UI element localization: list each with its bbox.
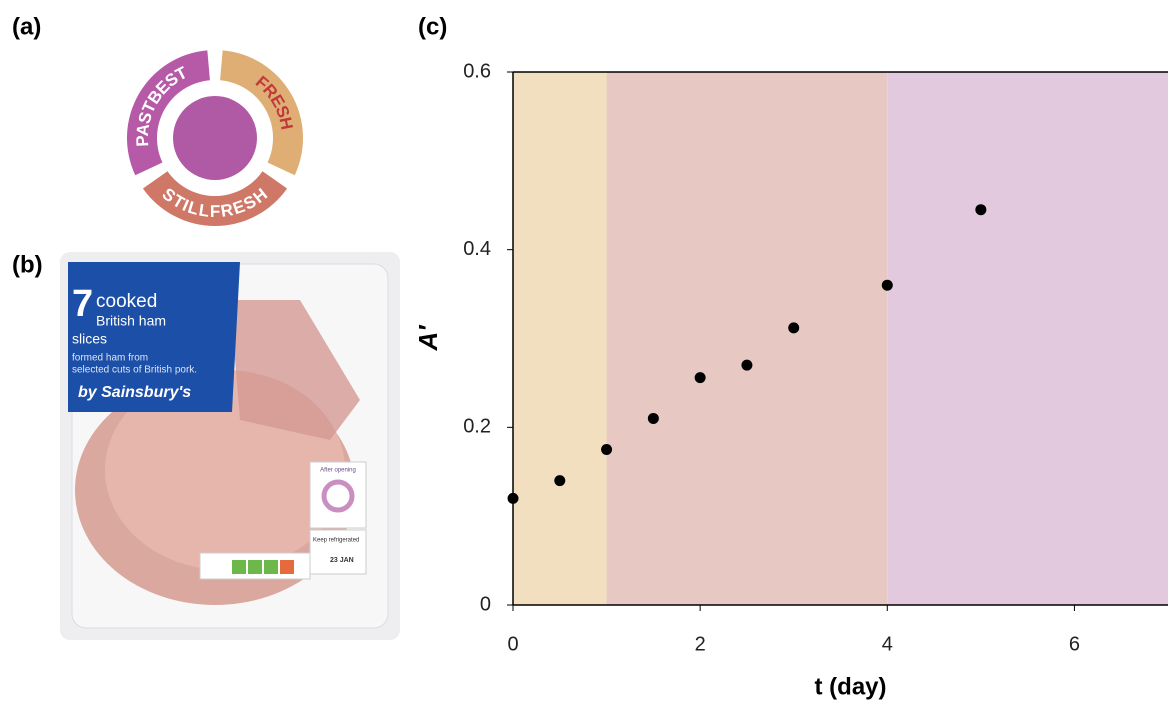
photo-text: Keep refrigerated bbox=[313, 538, 359, 544]
y-tick-label: 0.2 bbox=[463, 416, 491, 438]
nutrition-cell bbox=[232, 560, 246, 574]
x-tick-label: 4 bbox=[882, 633, 893, 655]
point bbox=[695, 372, 706, 383]
x-axis-title: t (day) bbox=[815, 673, 887, 700]
photo-text: After opening bbox=[320, 468, 356, 474]
photo-text: 23 JAN bbox=[330, 557, 354, 564]
photo-text: slices bbox=[72, 331, 107, 347]
figure: (a) (b) (c) FRESHSTILLFRESHPASTBEST 7 co… bbox=[0, 0, 1169, 702]
nutrition-cell bbox=[264, 560, 278, 574]
region bbox=[513, 72, 607, 605]
point bbox=[554, 475, 565, 486]
y-tick-label: 0.4 bbox=[463, 238, 491, 260]
y-axis-title: A′ bbox=[413, 324, 443, 352]
page: (a) (b) (c) FRESHSTILLFRESHPASTBEST 7 co… bbox=[0, 0, 1169, 702]
photo-text: selected cuts of British pork. bbox=[72, 365, 197, 376]
panel-label: (a) bbox=[12, 13, 41, 40]
point bbox=[648, 413, 659, 424]
center-disc bbox=[173, 96, 257, 180]
x-tick-label: 2 bbox=[695, 633, 706, 655]
chart: 0 0.2 0.4 0.6 0 2 4 6 t (day) A′ bbox=[413, 60, 1168, 700]
x-tick-label: 0 bbox=[507, 633, 518, 655]
nutrition-cell bbox=[280, 560, 294, 574]
point bbox=[975, 204, 986, 215]
photo-text: British ham bbox=[96, 313, 166, 329]
panel-label: (b) bbox=[12, 251, 43, 278]
region bbox=[607, 72, 888, 605]
point bbox=[508, 493, 519, 504]
point bbox=[601, 444, 612, 455]
photo-text: cooked bbox=[96, 291, 157, 312]
nutrition-cell bbox=[248, 560, 262, 574]
point bbox=[741, 360, 752, 371]
x-tick-label: 6 bbox=[1069, 633, 1080, 655]
product-photo: 7 cooked British ham slices formed ham f… bbox=[60, 252, 400, 640]
region bbox=[887, 72, 1168, 605]
y-tick-label: 0 bbox=[480, 593, 491, 615]
point bbox=[882, 280, 893, 291]
panel-label: (c) bbox=[418, 13, 447, 40]
photo-text: 7 bbox=[72, 283, 93, 325]
photo-text: by Sainsbury's bbox=[78, 384, 191, 401]
point bbox=[788, 322, 799, 333]
y-tick-label: 0.6 bbox=[463, 60, 491, 82]
photo-text: formed ham from bbox=[72, 353, 148, 364]
